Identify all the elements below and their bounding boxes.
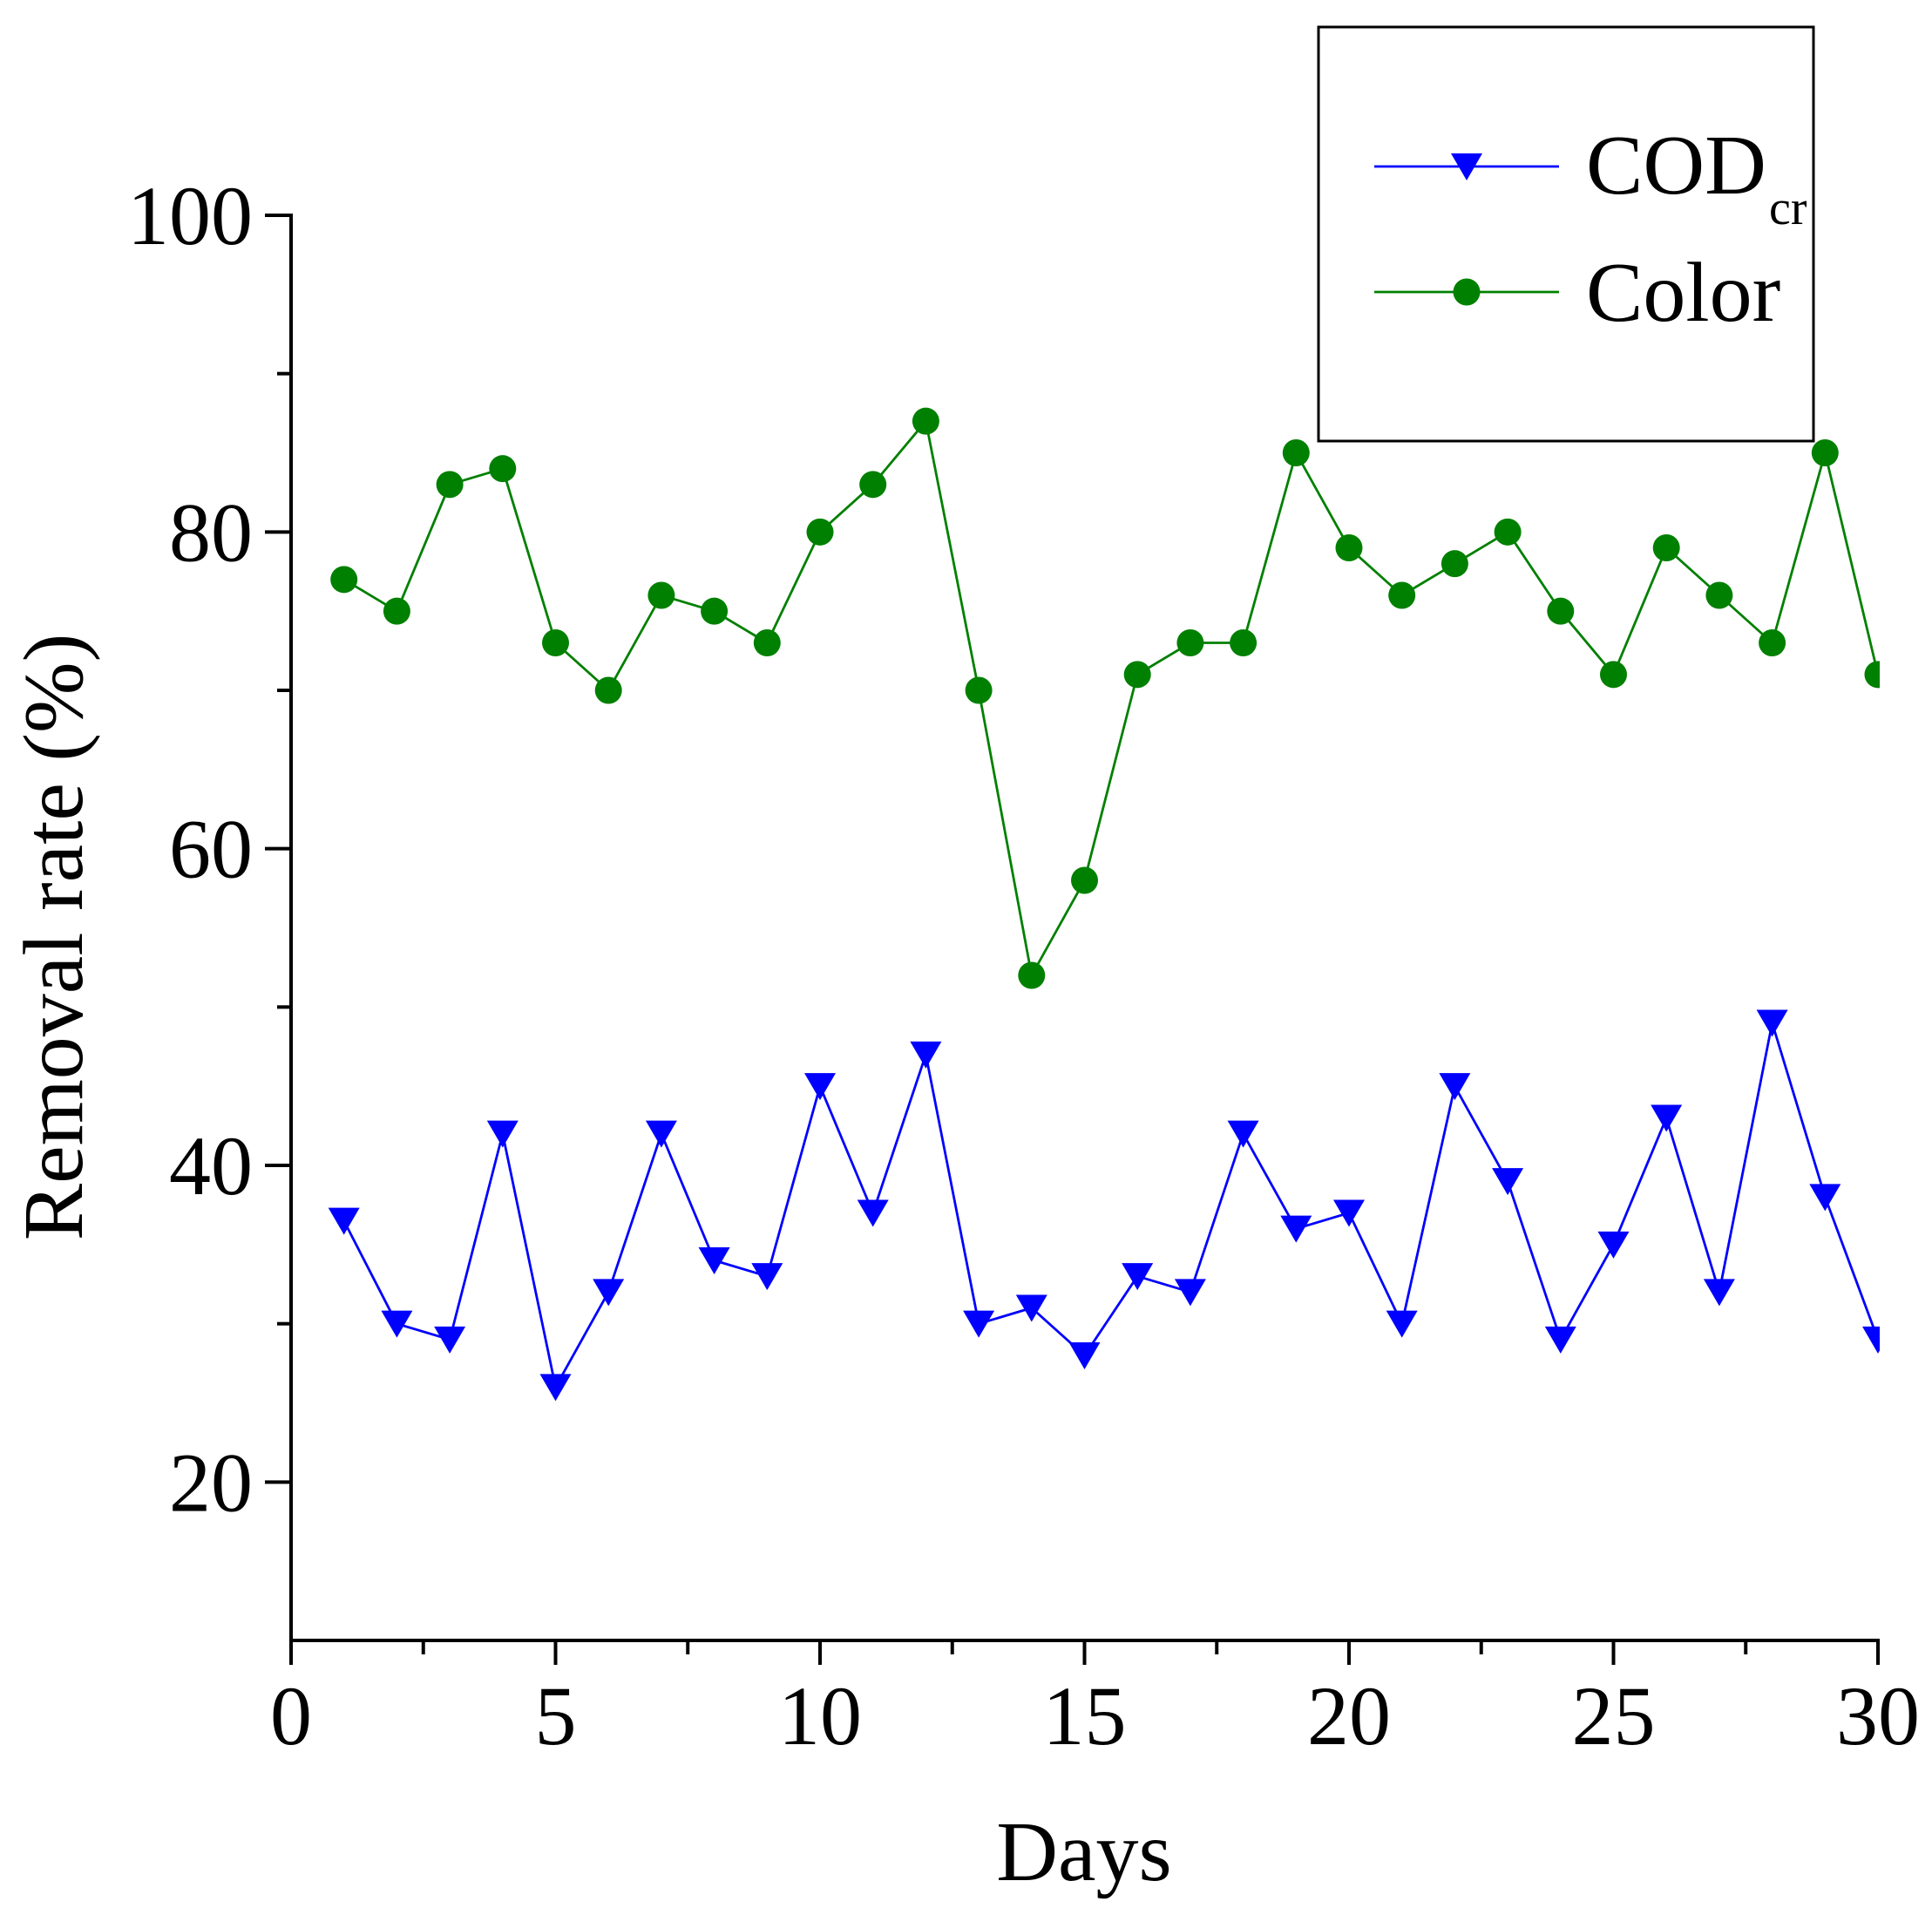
data-point-color [753,629,781,656]
data-point-cod [1280,1215,1312,1243]
legend-frame [1317,25,1815,443]
data-point-color [1811,439,1839,466]
legend-label-color: Color [1586,246,1780,340]
data-point-cod [486,1120,519,1148]
data-point-cod [1651,1104,1683,1132]
data-point-color [436,471,464,499]
data-point-cod [1439,1073,1471,1101]
data-point-color [965,676,993,704]
data-point-cod [1227,1120,1259,1148]
data-point-cod [1174,1279,1206,1307]
data-point-cod [1015,1294,1047,1322]
y-tick-label: 80 [169,486,253,579]
legend-circle-icon [1453,278,1481,306]
y-axis-title: Removal rate (%) [7,634,101,1241]
data-point-cod [381,1310,413,1338]
data-point-color [1441,550,1468,578]
data-point-color [1600,661,1627,689]
axes: 0 5 10 15 20 25 30 20 40 60 80 100 [127,169,1920,1762]
data-point-cod [804,1073,836,1101]
legend-label-cod-subscript: cr [1769,181,1807,235]
data-point-color [1335,534,1363,561]
data-point-cod [1122,1263,1154,1291]
data-point-color [1759,629,1786,656]
legend-triangle-down-icon [1451,153,1482,180]
data-point-cod [698,1247,730,1274]
data-point-cod [1544,1326,1576,1354]
data-point-cod [910,1041,942,1069]
data-point-color [647,581,675,609]
data-point-color [1071,866,1098,894]
data-point-color [383,597,410,625]
data-point-color [1547,597,1575,625]
y-tick-label: 60 [169,803,253,896]
data-point-cod [963,1310,995,1338]
data-point-color [1494,518,1522,546]
data-point-color [330,566,358,594]
y-tick-label: 100 [127,169,253,262]
x-tick-label: 15 [1043,1669,1127,1762]
data-point-color [1864,661,1880,689]
data-point-cod [1597,1231,1630,1259]
y-tick-label: 40 [169,1119,253,1212]
x-tick-label: 0 [270,1669,312,1762]
legend: COD cr Color [1317,25,1815,443]
x-axis-title: Days [996,1805,1171,1899]
data-point-color [489,455,517,483]
x-tick-label: 5 [535,1669,577,1762]
y-tick-label: 20 [169,1436,253,1529]
data-point-color [1652,534,1680,561]
data-point-cod [1756,1009,1788,1037]
data-point-color [701,597,729,625]
data-point-cod [1862,1326,1880,1354]
data-point-color [1176,629,1204,656]
data-point-cod [593,1279,625,1307]
legend-item-cod: COD cr [1374,119,1807,235]
data-point-color [1388,581,1416,609]
data-point-cod [1492,1168,1524,1196]
data-point-color [1123,661,1151,689]
legend-label-cod: COD [1586,119,1766,213]
series-color [330,407,1880,989]
data-point-color [1282,439,1310,466]
data-point-cod [645,1120,677,1148]
x-tick-label: 25 [1572,1669,1656,1762]
series-line-cod [342,1022,1880,1389]
data-point-color [859,471,887,499]
data-point-cod [434,1326,466,1354]
data-point-color [806,518,834,546]
data-point-color [542,629,569,656]
data-point-color [1705,581,1733,609]
data-point-cod [1386,1310,1418,1338]
x-tick-label: 30 [1836,1669,1920,1762]
data-point-cod [751,1263,783,1291]
data-point-cod [1809,1184,1841,1212]
data-point-cod [539,1374,572,1402]
data-point-color [594,676,622,704]
plot-area [328,407,1880,1402]
data-point-color [912,407,939,435]
data-point-color [1230,629,1257,656]
series-cod [328,1009,1880,1402]
data-point-cod [328,1207,360,1235]
data-point-cod [857,1199,889,1227]
data-point-cod [1703,1279,1735,1307]
x-tick-label: 10 [778,1669,862,1762]
legend-item-color: Color [1374,246,1780,340]
data-point-cod [1333,1199,1365,1227]
data-point-cod [1068,1342,1101,1369]
series-line-color [342,419,1880,977]
data-point-color [1018,961,1046,989]
x-tick-label: 20 [1307,1669,1391,1762]
